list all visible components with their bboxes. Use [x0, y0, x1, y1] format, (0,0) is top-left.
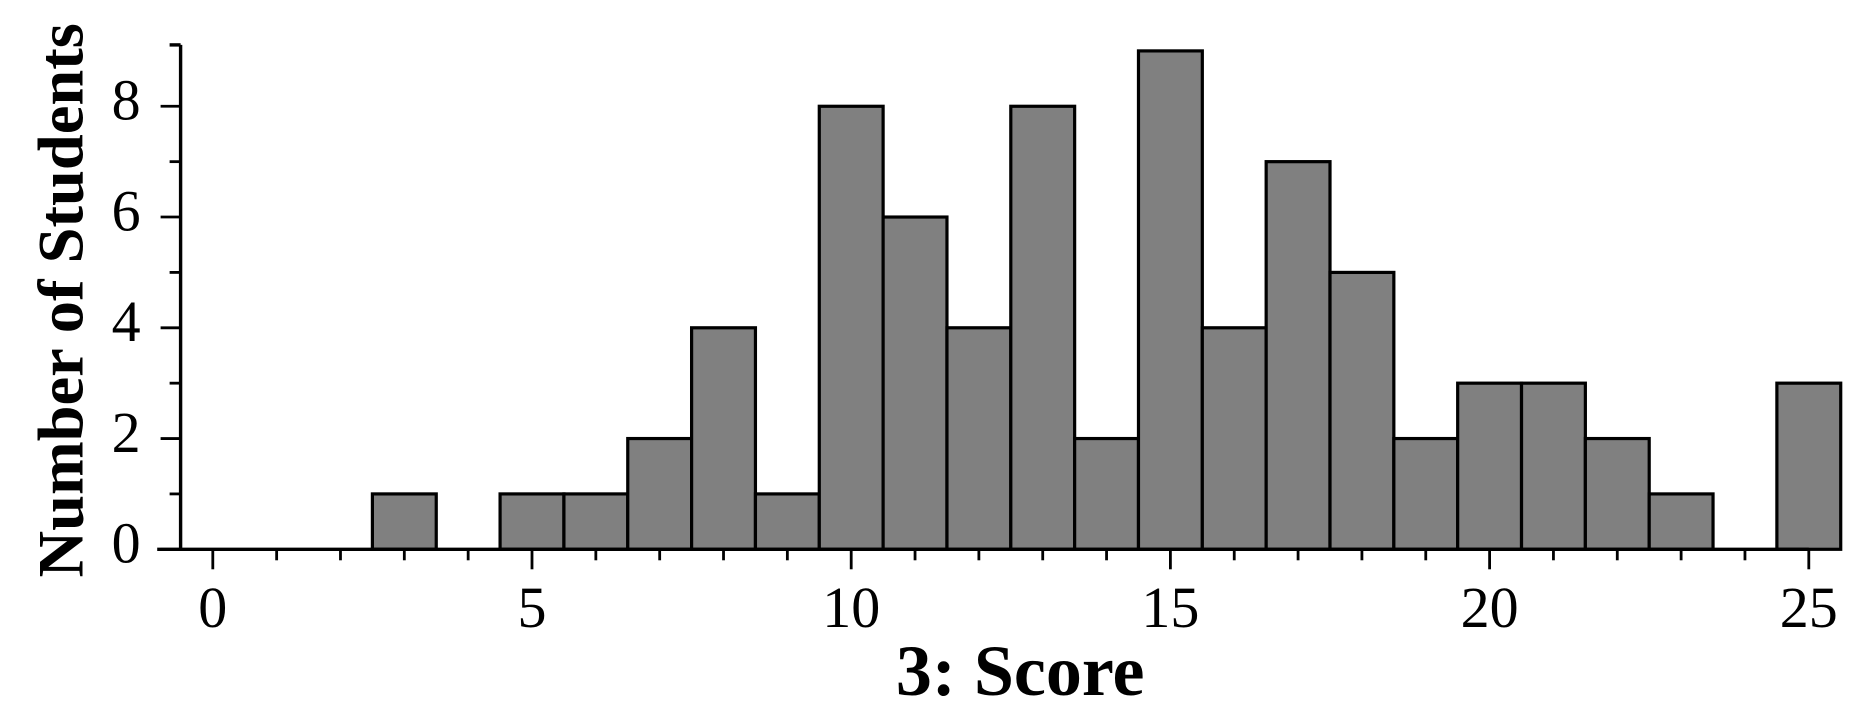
svg-text:0: 0 — [112, 511, 141, 576]
svg-text:2: 2 — [112, 400, 141, 465]
svg-text:6: 6 — [112, 178, 141, 243]
svg-text:8: 8 — [112, 68, 141, 133]
svg-text:4: 4 — [112, 289, 141, 354]
